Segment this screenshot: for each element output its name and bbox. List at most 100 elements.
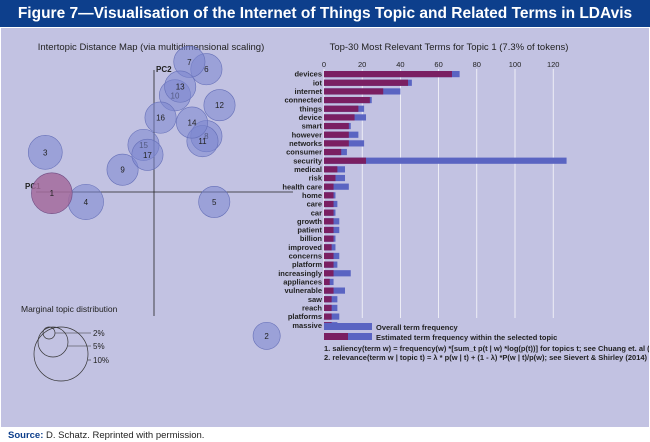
term-bars: devicesiotinternetconnectedthingsdevices… <box>278 70 567 330</box>
bar-overall-25 <box>324 287 346 294</box>
footnote-saliency: 1. saliency(term w) = frequency(w) *[sum… <box>324 344 649 353</box>
marginal-circle-2pct <box>42 326 56 340</box>
bar-estimated-25 <box>324 287 334 294</box>
legend-swatch-overall <box>324 323 372 330</box>
x-tick-60: 60 <box>434 60 442 69</box>
topic-label-3: 3 <box>43 148 48 157</box>
figure-title: Figure 7—Visualisation of the Internet o… <box>0 0 650 27</box>
topic-label-11: 11 <box>198 137 207 146</box>
term-label-17: growth <box>297 217 322 226</box>
marginal-label-10pct: 10% <box>93 356 109 365</box>
term-label-7: however <box>292 130 323 139</box>
term-label-15: care <box>307 200 322 209</box>
topic-bubble-12 <box>203 89 236 122</box>
bar-x-axis: 0 20 40 60 80 100 120 <box>322 60 559 318</box>
bar-estimated-4 <box>324 105 359 112</box>
bar-overall-10 <box>324 157 567 164</box>
bar-estimated-11 <box>324 166 338 173</box>
bar-overall-23 <box>324 270 351 277</box>
source-line: Source: D. Schatz. Reprinted with permis… <box>8 430 204 441</box>
footnote-relevance: 2. relevance(term w | topic t) = λ * p(w… <box>324 353 648 362</box>
bar-estimated-0 <box>324 71 452 78</box>
marginal-legend-title: Marginal topic distribution <box>21 304 118 314</box>
bar-estimated-3 <box>324 96 370 104</box>
topic-label-14: 14 <box>188 119 197 128</box>
legend-label-overall: Overall term frequency <box>376 323 459 332</box>
bar-estimated-28 <box>324 313 332 320</box>
x-tick-100: 100 <box>509 60 522 69</box>
bar-estimated-18 <box>324 226 334 234</box>
marginal-circle-10pct <box>33 326 89 382</box>
bar-estimated-2 <box>324 88 384 95</box>
marginal-topic-legend: Marginal topic distribution 2% 5% 10% <box>21 304 118 382</box>
topic-label-5: 5 <box>212 198 217 207</box>
topic-label-17: 17 <box>143 151 152 160</box>
term-label-22: platform <box>292 260 322 269</box>
marginal-label-2pct: 2% <box>93 329 105 338</box>
x-tick-40: 40 <box>396 60 404 69</box>
bar-estimated-6 <box>324 122 349 130</box>
bar-estimated-9 <box>324 148 342 156</box>
term-label-20: improved <box>288 243 322 252</box>
source-text: D. Schatz. Reprinted with permission. <box>46 430 205 441</box>
term-label-21: concerns <box>289 252 322 261</box>
intertopic-distance-map: Intertopic Distance Map (via multidimens… <box>21 42 293 382</box>
bar-estimated-13 <box>324 183 334 190</box>
term-label-26: saw <box>308 295 322 304</box>
top-terms-panel: Top-30 Most Relevant Terms for Topic 1 (… <box>278 42 649 362</box>
topic-label-2: 2 <box>264 332 269 341</box>
term-label-24: appliances <box>283 278 322 287</box>
bar-estimated-27 <box>324 304 332 312</box>
bar-estimated-24 <box>324 278 330 286</box>
term-label-5: device <box>299 113 322 122</box>
topic-label-12: 12 <box>215 101 224 110</box>
topic-label-4: 4 <box>84 198 89 207</box>
source-label: Source: <box>8 430 44 441</box>
topic-bubble-2 <box>252 321 281 350</box>
topic-label-9: 9 <box>120 166 125 175</box>
topic-bubble-1 <box>31 172 73 214</box>
term-label-16: car <box>311 208 322 217</box>
term-label-18: patient <box>297 226 322 235</box>
x-tick-20: 20 <box>358 60 366 69</box>
bar-estimated-16 <box>324 209 334 216</box>
term-label-28: platforms <box>288 312 322 321</box>
bar-estimated-26 <box>324 296 332 303</box>
term-label-13: health care <box>282 182 322 191</box>
topic-bubble-13 <box>164 70 197 103</box>
ldavis-panel: Intertopic Distance Map (via multidimens… <box>1 28 649 427</box>
legend-label-estimated: Estimated term frequency within the sele… <box>376 333 557 342</box>
term-label-19: billion <box>300 234 322 243</box>
bar-estimated-12 <box>324 174 336 182</box>
bar-estimated-19 <box>324 235 334 242</box>
term-label-14: home <box>302 191 322 200</box>
term-label-6: smart <box>302 122 323 131</box>
intertopic-map-title: Intertopic Distance Map (via multidimens… <box>38 42 265 53</box>
term-label-2: internet <box>294 87 322 96</box>
topic-bubble-9 <box>106 153 139 186</box>
term-label-25: vulnerable <box>284 286 322 295</box>
term-label-9: consumer <box>286 148 322 157</box>
pc2-axis-label: PC2 <box>156 65 172 74</box>
bar-estimated-14 <box>324 192 334 199</box>
legend-swatch-estimated <box>324 333 348 340</box>
topic-label-1: 1 <box>50 189 55 198</box>
term-label-23: increasingly <box>278 269 323 278</box>
topic-bubbles: 2345678910111213141516171 <box>27 45 281 350</box>
term-label-8: networks <box>289 139 322 148</box>
bar-estimated-8 <box>324 140 349 147</box>
term-label-11: medical <box>294 165 322 174</box>
term-label-27: reach <box>302 304 322 313</box>
bar-estimated-22 <box>324 261 334 268</box>
topic-bubble-17 <box>131 138 164 171</box>
term-label-12: risk <box>309 174 323 183</box>
bar-legend: Overall term frequency Estimated term fr… <box>324 323 649 362</box>
ldavis-svg: Intertopic Distance Map (via multidimens… <box>21 42 649 382</box>
bar-estimated-10 <box>324 157 367 164</box>
bar-estimated-15 <box>324 200 334 208</box>
term-label-10: security <box>293 156 323 165</box>
topic-label-7: 7 <box>187 58 192 67</box>
topic-label-16: 16 <box>156 114 165 123</box>
topic-bubble-5 <box>198 185 231 218</box>
